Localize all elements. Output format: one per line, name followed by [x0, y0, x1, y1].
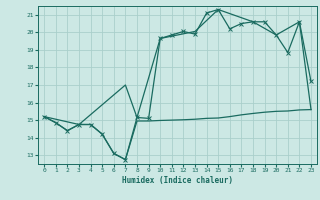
X-axis label: Humidex (Indice chaleur): Humidex (Indice chaleur) — [122, 176, 233, 185]
